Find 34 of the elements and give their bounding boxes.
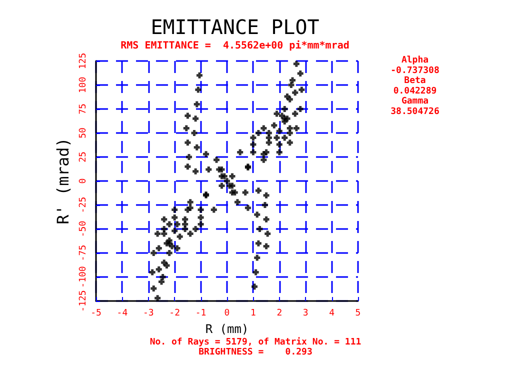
y-tick-label: 50 [78, 128, 88, 138]
x-tick-label: 4 [329, 308, 335, 318]
text: No. of Rays = 5179, of Matrix No. = 111 [150, 336, 362, 348]
x-tick-label: 3 [302, 308, 308, 318]
chart-title: EMITTANCE PLOT [150, 15, 320, 39]
y-tick-label: 75 [78, 104, 88, 114]
x-tick-label: -4 [116, 308, 128, 318]
x-tick-label: 1 [250, 308, 256, 318]
y-tick-label: 100 [78, 76, 88, 94]
text: 38.504726 [390, 107, 440, 117]
x-tick-label: 5 [355, 308, 361, 318]
x-tick-label: 0 [224, 308, 230, 318]
y-tick-label: 125 [78, 52, 88, 70]
x-tick-label: -3 [142, 308, 154, 318]
x-axis-title: R (mm) [205, 322, 249, 336]
x-tick-label: 2 [276, 308, 282, 318]
y-axis-title: R' (mrad) [54, 138, 73, 224]
text: -0.737308 [390, 66, 440, 76]
x-tick-label: -2 [169, 308, 180, 318]
text: 0.042289 [393, 86, 437, 96]
y-tick-label: -125 [78, 290, 88, 312]
x-tick-label: -1 [195, 308, 206, 318]
y-tick-label: 0 [78, 178, 88, 184]
y-tick-label: -100 [78, 266, 88, 288]
text: BRIGHTNESS = 0.293 [198, 348, 312, 358]
y-tick-label: 25 [78, 152, 88, 162]
chart-subtitle: RMS EMITTANCE = 4.5562e+00 pi*mm*mrad [120, 40, 350, 52]
text: Gamma [401, 96, 429, 107]
text: Beta [404, 76, 426, 86]
x-tick-label: -5 [90, 308, 102, 318]
text: Alpha [401, 56, 429, 66]
y-tick-label: -75 [78, 244, 88, 262]
y-tick-label: -25 [78, 196, 88, 214]
y-tick-label: -50 [78, 220, 88, 238]
